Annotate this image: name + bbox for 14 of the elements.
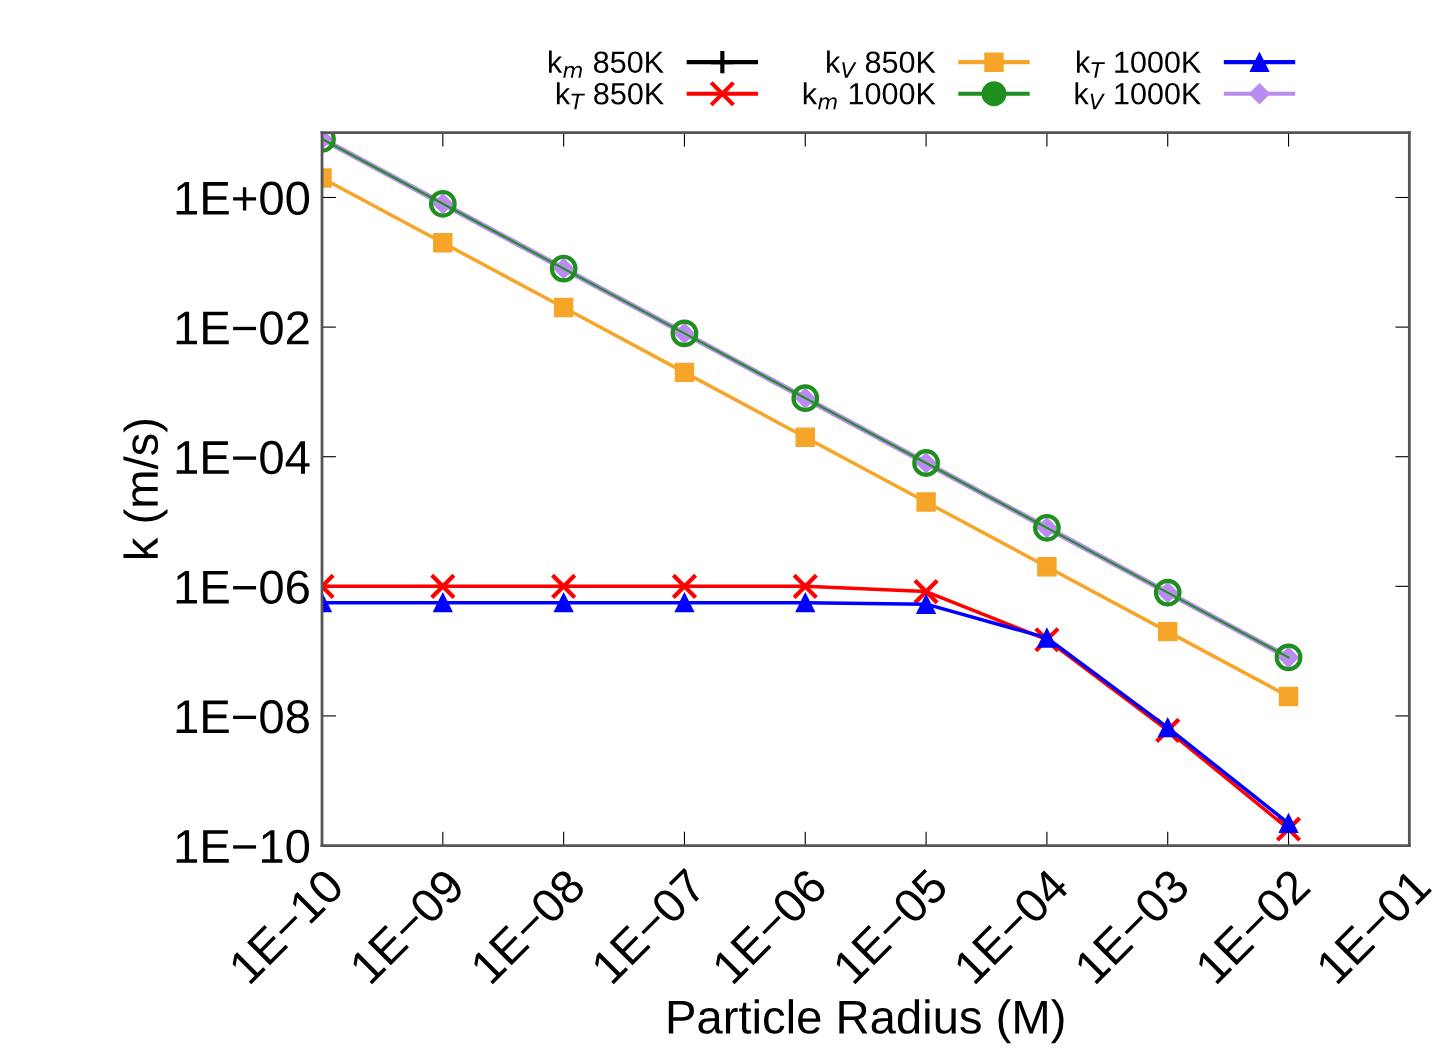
- y-tick-label: 1E−02: [176, 311, 309, 345]
- legend-label: k$_{m}$ 1000K: [803, 82, 936, 110]
- legend-label: k$_{T}$ 1000K: [1077, 50, 1201, 78]
- y-tick-label: 1E−10: [176, 829, 310, 864]
- legend-label: k$_{m}$ 850K: [549, 50, 664, 78]
- y-tick-label: 1E−06: [176, 570, 309, 604]
- x-axis-title: Particle Radius (M): [668, 999, 1064, 1044]
- y-tick-label: 1E−04: [176, 440, 310, 475]
- legend-label: k$_{T}$ 850K: [556, 82, 664, 110]
- y-tick-label: 1E−08: [176, 700, 309, 734]
- legend-label: k$_{V}$ 850K: [827, 50, 936, 78]
- legend-label: k$_{V}$ 1000K: [1075, 82, 1201, 110]
- y-tick-label: 1E+00: [176, 181, 310, 216]
- y-axis-title: k (m/s): [123, 419, 168, 559]
